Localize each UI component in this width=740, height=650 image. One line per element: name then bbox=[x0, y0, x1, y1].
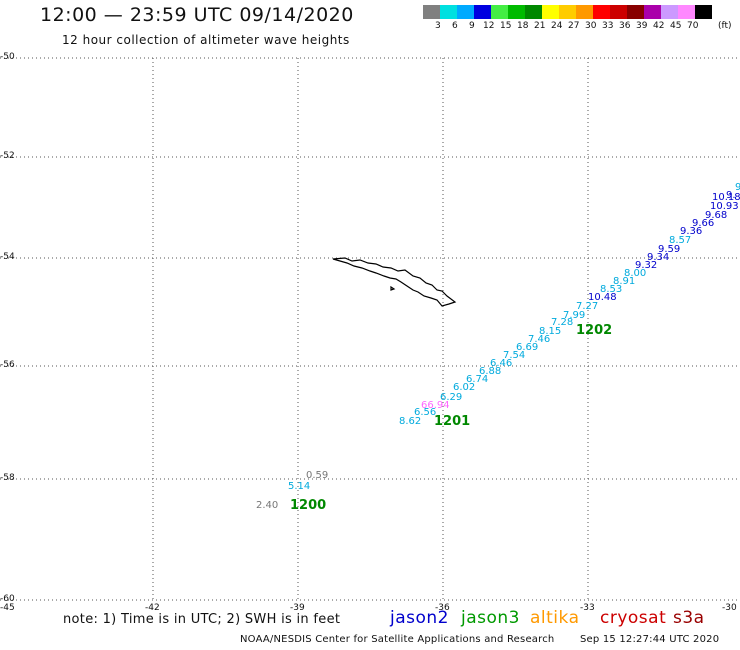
scale-label: 36 bbox=[619, 21, 631, 31]
scale-swatch bbox=[508, 5, 525, 19]
satellite-legend-jason2: jason2 bbox=[390, 608, 449, 628]
coastline bbox=[332, 257, 457, 307]
scale-label: 33 bbox=[602, 21, 614, 31]
wave-height-value: 6.56 bbox=[414, 407, 437, 418]
scale-swatch bbox=[423, 5, 440, 19]
wave-height-value: 7.54 bbox=[503, 350, 526, 361]
wave-height-value: 8.15 bbox=[539, 326, 562, 337]
scale-swatch bbox=[678, 5, 695, 19]
lat-label: -52 bbox=[0, 151, 15, 161]
satellite-legend-cryosat: cryosat bbox=[600, 608, 667, 628]
scale-label: 12 bbox=[483, 21, 495, 31]
pass-time-label: 1201 bbox=[434, 414, 471, 429]
scale-label: 21 bbox=[534, 21, 546, 31]
credit-text: NOAA/NESDIS Center for Satellite Applica… bbox=[240, 634, 555, 645]
scale-swatch bbox=[440, 5, 457, 19]
satellite-legend-jason3: jason3 bbox=[461, 608, 520, 628]
scale-swatch bbox=[559, 5, 576, 19]
wave-height-value: 9.66 bbox=[692, 218, 715, 229]
wave-height-value: 9. bbox=[726, 190, 736, 201]
wave-height-value: 9.59 bbox=[658, 244, 681, 255]
satellite-legend-altika: altika bbox=[530, 608, 580, 628]
scale-unit: (ft) bbox=[718, 21, 732, 31]
wave-height-value: 9.68 bbox=[705, 210, 728, 221]
wave-height-value: 7.46 bbox=[528, 334, 551, 345]
footer-note: note: 1) Time is in UTC; 2) SWH is in fe… bbox=[63, 612, 341, 627]
wave-height-value: 6.74 bbox=[466, 374, 489, 385]
satellite-legend-s3a: s3a bbox=[673, 608, 705, 628]
wave-height-value: 7.99 bbox=[563, 310, 586, 321]
pass-time-label: 1200 bbox=[290, 498, 327, 513]
lon-label: -36 bbox=[435, 603, 450, 613]
lon-label: -30 bbox=[722, 603, 737, 613]
scale-swatch bbox=[627, 5, 644, 19]
map-title: 12:00 — 23:59 UTC 09/14/2020 bbox=[40, 4, 354, 26]
scale-swatch bbox=[542, 5, 559, 19]
scale-label: 42 bbox=[653, 21, 665, 31]
wave-height-value: 2.40 bbox=[256, 500, 279, 511]
scale-label: 30 bbox=[585, 21, 597, 31]
wave-height-value: 8.00 bbox=[624, 268, 647, 279]
wave-height-value: 8.57 bbox=[669, 235, 692, 246]
scale-swatch bbox=[491, 5, 508, 19]
pass-time-label: 1202 bbox=[576, 323, 613, 338]
wave-height-value: 5.14 bbox=[288, 481, 311, 492]
scale-label: 3 bbox=[435, 21, 441, 31]
scale-swatch bbox=[576, 5, 593, 19]
wave-height-value: 10.93 bbox=[710, 201, 739, 212]
scale-swatch bbox=[474, 5, 491, 19]
scale-label: 45 bbox=[670, 21, 682, 31]
wave-height-value: 6.88 bbox=[479, 366, 502, 377]
scale-label: 24 bbox=[551, 21, 563, 31]
wave-height-value: 66.94 bbox=[421, 400, 450, 411]
scale-swatch bbox=[525, 5, 542, 19]
wave-height-value: 9 bbox=[735, 182, 740, 193]
map-subtitle: 12 hour collection of altimeter wave hei… bbox=[62, 33, 350, 47]
scale-swatch bbox=[610, 5, 627, 19]
scale-label: 27 bbox=[568, 21, 580, 31]
lat-label: -60 bbox=[0, 594, 15, 604]
scale-label: 39 bbox=[636, 21, 648, 31]
wave-height-value: 8.62 bbox=[399, 416, 422, 427]
wave-height-value: 0.59 bbox=[306, 470, 329, 481]
lon-label: -33 bbox=[580, 603, 595, 613]
scale-swatch bbox=[593, 5, 610, 19]
wave-height-value: 6.46 bbox=[490, 358, 513, 369]
wave-height-value: 9.32 bbox=[635, 260, 658, 271]
scale-swatch bbox=[695, 5, 712, 19]
wave-height-value: 6.29 bbox=[440, 392, 463, 403]
scale-label: 70 bbox=[687, 21, 699, 31]
wave-height-value: 6.02 bbox=[453, 382, 476, 393]
generated-timestamp: Sep 15 12:27:44 UTC 2020 bbox=[580, 634, 720, 645]
graticule bbox=[0, 57, 740, 601]
scale-label: 15 bbox=[500, 21, 512, 31]
wave-height-value: 7.28 bbox=[551, 317, 574, 328]
lat-label: -56 bbox=[0, 360, 15, 370]
wave-height-value: 9.36 bbox=[680, 226, 703, 237]
lon-label: -39 bbox=[290, 603, 305, 613]
scale-swatch bbox=[661, 5, 678, 19]
wave-height-value: 6.69 bbox=[516, 342, 539, 353]
scale-label: 18 bbox=[517, 21, 529, 31]
lat-label: -54 bbox=[0, 252, 15, 262]
wave-height-value: 10.48 bbox=[588, 292, 617, 303]
scale-label: 9 bbox=[469, 21, 475, 31]
lon-label: -42 bbox=[145, 603, 160, 613]
wave-height-value: 8.53 bbox=[600, 284, 623, 295]
lon-label: -45 bbox=[0, 603, 15, 613]
wave-height-value: 8.91 bbox=[613, 276, 636, 287]
wave-height-value: 7.27 bbox=[576, 301, 599, 312]
lat-label: -58 bbox=[0, 473, 15, 483]
scale-swatch bbox=[644, 5, 661, 19]
wave-height-value: 10.18 bbox=[712, 192, 740, 203]
scale-label: 6 bbox=[452, 21, 458, 31]
wave-height-value: 9.34 bbox=[647, 252, 670, 263]
lat-label: -50 bbox=[0, 52, 15, 62]
scale-swatch bbox=[457, 5, 474, 19]
